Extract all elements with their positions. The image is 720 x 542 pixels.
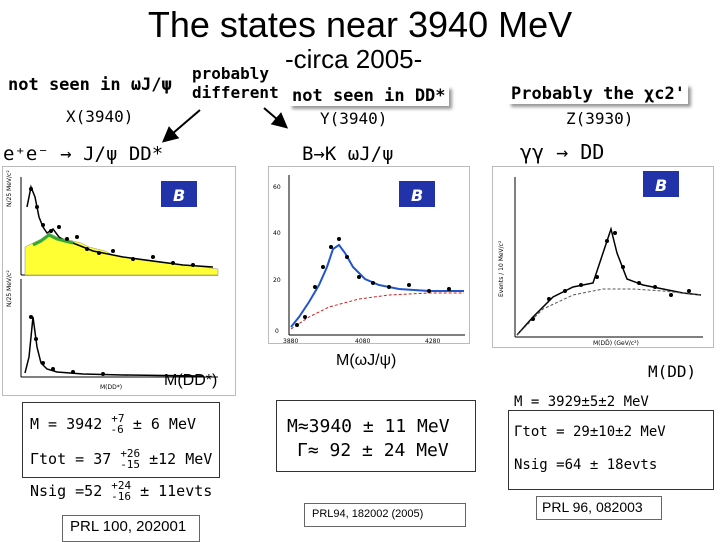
left-top-points bbox=[29, 187, 195, 267]
middle-reaction: B→K ωJ/ψ bbox=[302, 143, 394, 165]
right-points bbox=[531, 231, 691, 321]
right-nsig-result: Nsig =64 ± 18evts bbox=[514, 457, 658, 473]
right-reference-box bbox=[536, 496, 662, 520]
left-note: not seen in ωJ/ψ bbox=[8, 75, 172, 95]
left-top-fill bbox=[24, 232, 219, 276]
middle-fit-red bbox=[290, 292, 464, 330]
arrow-right bbox=[263, 107, 289, 129]
middle-xtick-4080: 4080 bbox=[355, 338, 370, 343]
left-mass-axis-label: M(DD*) bbox=[164, 372, 218, 389]
middle-ytick-40: 40 bbox=[273, 230, 281, 237]
left-reaction: e⁺e⁻ → J/ψ DD* bbox=[3, 143, 164, 165]
middle-ytick-20: 20 bbox=[273, 277, 281, 284]
middle-results-box bbox=[276, 400, 476, 472]
middle-state: Y(3940) bbox=[320, 109, 388, 128]
middle-ytick-60: 60 bbox=[273, 184, 281, 191]
left-top-green bbox=[32, 233, 74, 247]
middle-xtick-4280: 4280 bbox=[425, 338, 440, 343]
left-state: X(3940) bbox=[66, 107, 134, 126]
svg-text:B: B bbox=[411, 186, 423, 205]
middle-xtick-3880: 3880 bbox=[283, 338, 298, 343]
right-width-result: Γtot = 29±10±2 MeV bbox=[514, 424, 666, 440]
left-plot: N/25 MeV/c² N/25 MeV/c² M(DD*) B bbox=[6, 170, 219, 391]
right-reaction: γγ → DD bbox=[520, 140, 605, 164]
belle-logo-left bbox=[161, 181, 197, 207]
middle-reference-box bbox=[304, 503, 466, 527]
right-plot-panel: Events / 10 MeV/c² M(DD̄) (GeV/c²) B bbox=[492, 166, 714, 348]
left-results-box bbox=[22, 402, 220, 478]
left-plot-panel: N/25 MeV/c² N/25 MeV/c² M(DD*) B bbox=[2, 166, 236, 396]
right-mass-axis-label: M(DD) bbox=[648, 362, 697, 381]
left-bottom-xlabel: M(DD*) bbox=[100, 384, 122, 391]
middle-fit-blue bbox=[290, 243, 464, 328]
left-top-ylabel: N/25 MeV/c² bbox=[6, 170, 13, 207]
middle-width-result: Γ≈ 92 ± 24 MeV bbox=[297, 440, 449, 461]
middle-reference: PRL94, 182002 (2005) bbox=[312, 508, 424, 520]
left-nsig-result: Nsig =52 +24-16 ± 11evts bbox=[30, 479, 213, 503]
left-reference: PRL 100, 202001 bbox=[70, 518, 187, 535]
left-reference-box bbox=[62, 515, 200, 542]
svg-text:B: B bbox=[655, 176, 667, 195]
right-state: Z(3930) bbox=[566, 109, 634, 128]
left-mass-result: M = 3942 +7-6 ± 6 MeV bbox=[30, 412, 197, 436]
middle-plot-panel: 60 40 20 0 3880 4080 4280 B bbox=[268, 166, 470, 345]
middle-note: not seen in DD* bbox=[289, 86, 449, 106]
right-plot: Events / 10 MeV/c² M(DD̄) (GeV/c²) B bbox=[498, 171, 703, 347]
right-background bbox=[516, 288, 702, 336]
belle-logo-middle bbox=[399, 181, 435, 207]
right-ylabel: Events / 10 MeV/c² bbox=[498, 240, 505, 297]
middle-mass-axis-label: M(ωJ/ψ) bbox=[336, 352, 397, 369]
middle-plot: 60 40 20 0 3880 4080 4280 B bbox=[273, 175, 465, 345]
right-mass-result: M = 3929±5±2 MeV bbox=[514, 394, 649, 410]
left-bottom-points bbox=[29, 315, 105, 376]
right-xlabel: M(DD̄) (GeV/c²) bbox=[593, 340, 639, 347]
middle-ytick-0: 0 bbox=[275, 328, 279, 335]
arrow-left bbox=[161, 109, 201, 143]
middle-points bbox=[295, 237, 451, 327]
left-bottom-ylabel: N/25 MeV/c² bbox=[6, 270, 13, 307]
right-note: Probably the χc2' bbox=[508, 84, 688, 104]
page-title: The states near 3940 MeV bbox=[147, 4, 573, 45]
right-results-box bbox=[508, 410, 714, 490]
svg-text:B: B bbox=[173, 186, 185, 205]
right-fit bbox=[516, 226, 702, 336]
left-width-result: Γtot = 37 +26-15 ±12 MeV bbox=[30, 447, 213, 471]
probably-different-label: probably different bbox=[192, 64, 279, 102]
middle-mass-result: M≈3940 ± 11 MeV bbox=[287, 416, 450, 437]
right-reference: PRL 96, 082003 bbox=[542, 499, 643, 515]
subtitle: -circa 2005- bbox=[285, 44, 423, 74]
belle-logo-right bbox=[643, 171, 679, 197]
left-bottom-fit bbox=[24, 316, 204, 377]
